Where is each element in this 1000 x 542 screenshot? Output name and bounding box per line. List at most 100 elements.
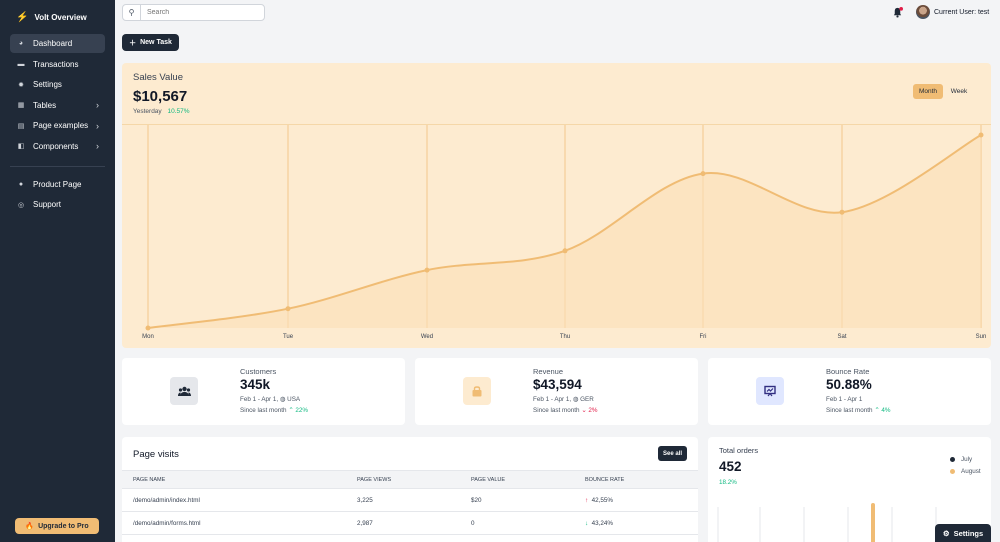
sales-value: $10,567 xyxy=(133,88,188,105)
chevron-up-icon: ⌃ xyxy=(874,407,882,414)
page-visits-card: Page visits See all PAGE NAME PAGE VIEWS… xyxy=(122,437,698,542)
sidebar-item-dashboard[interactable]: ◕ Dashboard xyxy=(10,34,105,53)
layers-icon: ◧ xyxy=(17,143,25,150)
search-input[interactable] xyxy=(141,9,261,16)
page-value-cell: 0 xyxy=(471,519,475,527)
sidebar-item-label: Tables xyxy=(33,100,57,110)
chevron-right-icon: › xyxy=(96,141,99,151)
brand-label: Volt Overview xyxy=(34,12,87,22)
bounce-rate-cell: ↓ 43,24% xyxy=(585,512,613,534)
toggle-week-button[interactable]: Week xyxy=(950,88,968,95)
chevron-up-icon: ⌃ xyxy=(288,407,296,414)
sidebar-secondary-nav: ● Product Page ◎ Support xyxy=(0,175,115,215)
stat-value: $43,594 xyxy=(533,377,582,392)
bar xyxy=(871,503,875,542)
avatar[interactable] xyxy=(916,5,930,19)
x-tick-label: Sun xyxy=(976,334,987,340)
plus-icon: ＋ xyxy=(129,39,137,47)
total-orders-label: Total orders xyxy=(719,446,759,455)
sidebar-item-page-examples[interactable]: ▤ Page examples › xyxy=(10,116,105,135)
sales-period: Yesterday xyxy=(133,108,162,115)
orders-bar-chart xyxy=(717,503,937,542)
legend-dot xyxy=(950,469,955,474)
notification-dot xyxy=(899,7,903,11)
column-header[interactable]: PAGE NAME xyxy=(133,476,166,483)
lightning-icon: ⚡ xyxy=(16,11,29,23)
stat-range: Feb 1 - Apr 1, ◍ USA xyxy=(240,396,300,403)
sidebar-item-tables[interactable]: ▦ Tables › xyxy=(10,96,105,115)
page-value-cell: $20 xyxy=(471,496,482,504)
data-point xyxy=(562,248,568,254)
see-all-button[interactable]: See all xyxy=(658,446,687,461)
brand[interactable]: ⚡ Volt Overview xyxy=(0,0,115,34)
sidebar-nav: ◕ Dashboard ▬ Transactions ✹ Settings ▦ … xyxy=(0,34,115,156)
stat-change: 4% xyxy=(881,407,891,414)
chevron-down-icon: ⌄ xyxy=(581,407,589,414)
stat-since: Since last month ⌄ 2% xyxy=(533,407,597,414)
arrow-up-icon: ↑ xyxy=(585,496,592,504)
page-name-cell: /demo/admin/forms.html xyxy=(133,519,201,527)
legend-dot xyxy=(950,457,955,462)
stat-value: 345k xyxy=(240,377,271,392)
x-tick-label: Mon xyxy=(142,334,154,340)
sidebar-item-label: Support xyxy=(33,200,62,209)
stat-label: Bounce Rate xyxy=(826,367,870,376)
stat-label: Revenue xyxy=(533,367,564,376)
settings-button[interactable]: ⚙ Settings xyxy=(935,524,991,542)
settings-label: Settings xyxy=(953,528,984,538)
column-header[interactable]: BOUNCE RATE xyxy=(585,476,625,483)
gear-icon: ✹ xyxy=(18,81,24,89)
stat-card-customers: Customers 345k Feb 1 - Apr 1, ◍ USA Sinc… xyxy=(122,358,405,425)
column-header[interactable]: PAGE VALUE xyxy=(471,476,506,483)
sidebar-item-support[interactable]: ◎ Support xyxy=(10,195,105,214)
sidebar: ⚡ Volt Overview ◕ Dashboard ▬ Transactio… xyxy=(0,0,115,542)
chart-pie-icon: ◕ xyxy=(18,40,24,47)
globe-icon: ◍ xyxy=(279,396,288,403)
column-header[interactable]: PAGE VIEWS xyxy=(357,476,392,483)
new-task-button[interactable]: ＋ New Task xyxy=(122,34,179,51)
presentation-chart-icon xyxy=(756,377,784,405)
legend-item-july: July xyxy=(950,456,972,463)
legend-label: August xyxy=(961,468,981,475)
stat-value: 50.88% xyxy=(826,377,872,392)
sidebar-item-label: Dashboard xyxy=(33,39,73,48)
table-header: PAGE NAME PAGE VIEWS PAGE VALUE BOUNCE R… xyxy=(122,470,698,489)
table-row[interactable]: /demo/admin/forms.html 2,987 0 ↓ 43,24% xyxy=(122,512,698,535)
total-orders-change: 18.2% xyxy=(719,479,737,486)
sidebar-item-components[interactable]: ◧ Components › xyxy=(10,137,105,156)
sales-title: Sales Value xyxy=(133,72,183,83)
stat-range-dates: Feb 1 - Apr 1, xyxy=(533,396,572,403)
chevron-right-icon: › xyxy=(96,120,99,131)
page-views-cell: 2,987 xyxy=(357,519,373,527)
lock-icon xyxy=(463,377,491,405)
sidebar-item-settings[interactable]: ✹ Settings xyxy=(10,75,105,94)
pages-icon: ▤ xyxy=(17,122,25,130)
stat-range-dates: Feb 1 - Apr 1, xyxy=(240,396,279,403)
stat-range: Feb 1 - Apr 1, ◍ GER xyxy=(533,396,594,403)
current-user-label[interactable]: Current User: test xyxy=(934,9,990,16)
sidebar-item-label: Page examples xyxy=(33,121,89,130)
data-point xyxy=(145,325,151,331)
table-icon: ▦ xyxy=(17,102,25,109)
page-visits-title: Page visits xyxy=(133,449,179,460)
chevron-right-icon: › xyxy=(96,100,99,110)
sales-value-card: Sales Value $10,567 Yesterday 10.57% Mon… xyxy=(122,63,991,348)
sales-divider xyxy=(122,124,991,125)
stat-change: 2% xyxy=(588,407,598,414)
upgrade-button[interactable]: 🔥 Upgrade to Pro xyxy=(15,518,99,534)
gear-icon: ⚙ xyxy=(942,528,950,538)
table-row[interactable]: /demo/admin/index.html 3,225 $20 ↑ 42,55… xyxy=(122,489,698,512)
data-point xyxy=(285,306,291,312)
x-tick-label: Fri xyxy=(700,334,707,340)
bell-icon[interactable] xyxy=(892,7,903,18)
arrow-down-icon: ↓ xyxy=(585,519,592,527)
sales-subtitle: Yesterday 10.57% xyxy=(133,108,190,115)
sidebar-item-product-page[interactable]: ● Product Page xyxy=(10,175,105,194)
sidebar-item-label: Transactions xyxy=(33,59,79,69)
stat-range: Feb 1 - Apr 1 xyxy=(826,396,862,403)
search-icon[interactable]: ⚲ xyxy=(123,5,141,20)
sidebar-item-transactions[interactable]: ▬ Transactions xyxy=(10,55,105,74)
toggle-month-button[interactable]: Month xyxy=(913,84,943,99)
stat-change: 22% xyxy=(295,407,308,414)
stat-card-revenue: Revenue $43,594 Feb 1 - Apr 1, ◍ GER Sin… xyxy=(415,358,698,425)
